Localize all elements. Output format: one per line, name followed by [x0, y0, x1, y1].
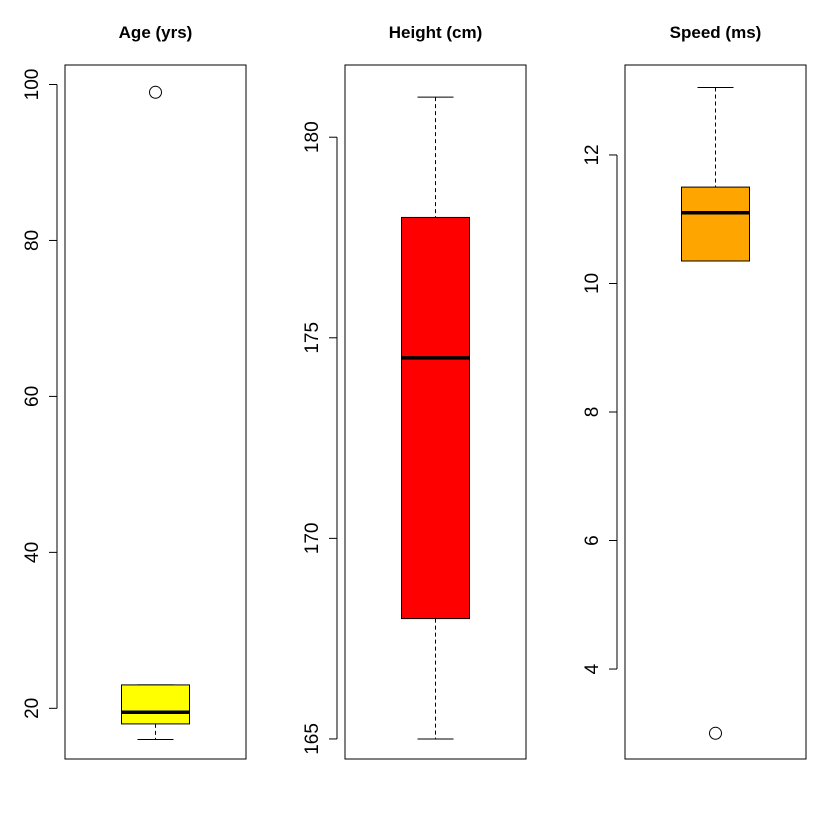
iqr-box	[401, 216, 470, 620]
panel-height: Height (cm) 165 170 175 180	[302, 23, 527, 760]
chart-title: Age (yrs)	[119, 23, 193, 42]
chart-title: Speed (ms)	[670, 23, 762, 42]
y-tick-label: 8	[582, 407, 603, 418]
outlier-point	[709, 726, 722, 740]
y-tick-label: 4	[582, 663, 603, 674]
plot-frame	[64, 64, 247, 760]
plot-frame	[624, 64, 807, 760]
outlier-point	[149, 85, 162, 99]
y-tick-label: 10	[582, 273, 603, 294]
y-tick-label: 6	[582, 535, 603, 546]
chart-title: Height (cm)	[389, 23, 483, 42]
panel-speed: Speed (ms) 4 6 8 10 12	[582, 23, 807, 760]
iqr-box	[681, 186, 750, 262]
y-tick-label: 165	[302, 723, 323, 755]
y-tick-label: 60	[22, 386, 43, 407]
y-tick-label: 180	[302, 121, 323, 153]
y-tick-label: 170	[302, 523, 323, 555]
y-tick-label: 100	[22, 69, 43, 101]
plot-frame	[344, 64, 527, 760]
y-tick-label: 80	[22, 230, 43, 251]
y-tick-label: 12	[582, 144, 603, 165]
y-tick-label: 40	[22, 542, 43, 563]
panel-age: Age (yrs) 20 40 60 80 100	[22, 23, 247, 760]
y-tick-label: 20	[22, 698, 43, 719]
iqr-box	[121, 684, 190, 725]
y-tick-label: 175	[302, 322, 323, 354]
